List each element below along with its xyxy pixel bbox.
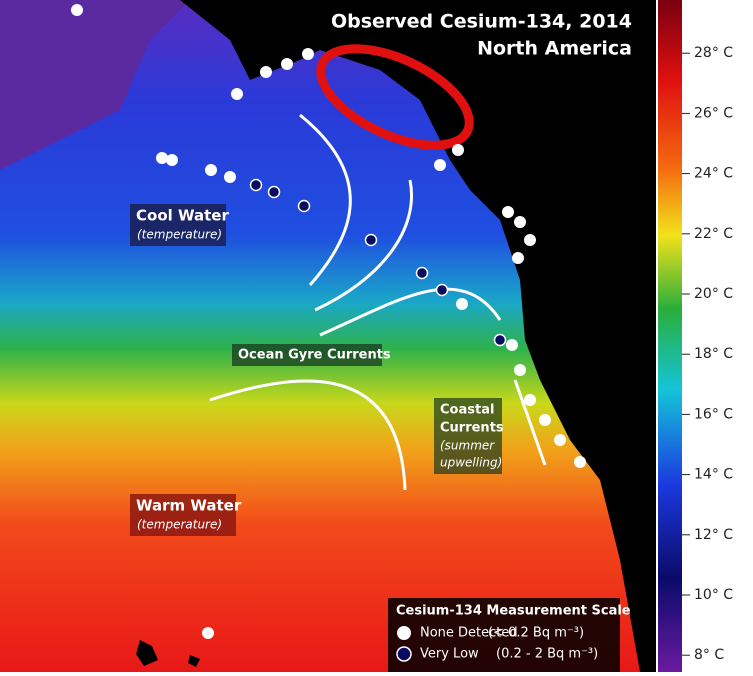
- land: [180, 0, 656, 672]
- legend-range: (< 0.2 Bq m⁻³): [488, 626, 584, 641]
- legend-range: (0.2 - 2 Bq m⁻³): [496, 647, 598, 662]
- label: Cool Water: [136, 207, 229, 225]
- label: Ocean Gyre Currents: [238, 348, 391, 363]
- colorbar-label: 24° C: [694, 166, 733, 182]
- colorbar-label: 12° C: [694, 527, 733, 543]
- colorbar-label: 14° C: [694, 467, 733, 483]
- label-note: (summer: [440, 439, 495, 453]
- legend-title: Cesium-134 Measurement Scale: [396, 604, 631, 619]
- label-note: (temperature): [137, 228, 222, 242]
- highlight-ellipse: [316, 44, 474, 150]
- legend-label: Very Low: [420, 647, 479, 662]
- colorbar-label: 28° C: [694, 45, 733, 61]
- very-low-samples: [249, 178, 507, 347]
- colorbar-label: 30° C: [694, 0, 733, 1]
- none-detected-samples: [71, 4, 586, 639]
- legend-marker: [396, 646, 412, 662]
- colorbar-label: 20° C: [694, 286, 733, 302]
- legend-marker: [397, 626, 411, 640]
- legend-label: None Detected: [420, 626, 518, 641]
- alaska-region: [0, 0, 190, 170]
- colorbar-label: 22° C: [694, 226, 733, 242]
- label: Coastal: [440, 403, 494, 418]
- colorbar-label: 18° C: [694, 346, 733, 362]
- label-note: upwelling): [440, 456, 502, 470]
- colorbar: [658, 0, 682, 672]
- label: Warm Water: [136, 497, 242, 515]
- label-box: [130, 494, 236, 536]
- label: Currents: [440, 421, 504, 436]
- colorbar-label: 10° C: [694, 587, 733, 603]
- colorbar-label: 26° C: [694, 105, 733, 121]
- legend: [388, 598, 620, 672]
- label-box: [434, 398, 502, 474]
- current-arrows: [209, 113, 547, 491]
- hawaii: [136, 640, 200, 667]
- label-box: [232, 344, 382, 366]
- label-note: (temperature): [137, 518, 222, 532]
- colorbar-ticks: 30° C 28° C 26° C 24° C 22° C 20° C 18° C 16° C…: [682, 0, 733, 663]
- label-box: [130, 204, 226, 246]
- colorbar-label: 16° C: [694, 406, 733, 422]
- colorbar-label: 8° C: [694, 647, 724, 663]
- title: Observed Cesium-134, 2014: [331, 11, 632, 33]
- subtitle: North America: [477, 38, 632, 60]
